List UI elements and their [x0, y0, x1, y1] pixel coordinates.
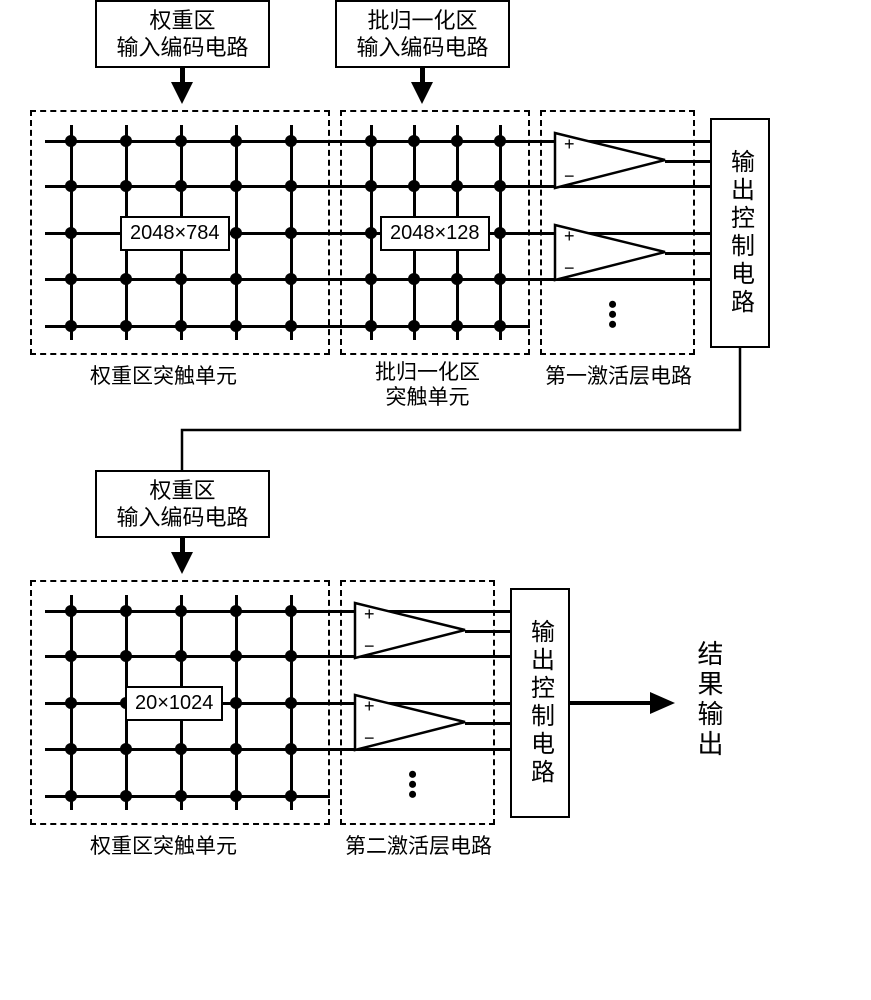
bn-grid-size: 2048×128 — [380, 216, 490, 251]
svg-text:−: − — [364, 636, 375, 656]
amp1-dots: ••• — [608, 300, 617, 330]
activation-2-caption: 第二激活层电路 — [345, 830, 492, 860]
bn-c2: 突触单元 — [386, 385, 470, 409]
output-ctrl-2: 输出控制电路 — [510, 588, 570, 818]
arrow-down-3 — [171, 552, 193, 574]
svg-text:−: − — [564, 258, 575, 278]
bn-grid-caption: 批归一化区 突触单元 — [375, 360, 480, 410]
enc-bn1-l2: 输入编码电路 — [356, 35, 488, 60]
svg-text:−: − — [564, 166, 575, 186]
amp-1b: + − — [550, 220, 680, 290]
output-ctrl-1-text: 输出控制电路 — [723, 149, 758, 317]
enc-w2-l1: 权重区 — [149, 478, 215, 503]
weight-grid-1-size: 2048×784 — [120, 216, 230, 251]
weight-grid-2-size: 20×1024 — [125, 686, 223, 721]
enc-bn1-l1: 批归一化区 — [367, 8, 477, 33]
amp-2b: + − — [350, 690, 480, 760]
bn-c1: 批归一化区 — [375, 360, 480, 384]
amp2-dots: ••• — [408, 770, 417, 800]
svg-text:+: + — [564, 134, 575, 154]
svg-text:+: + — [364, 604, 375, 624]
svg-text:−: − — [364, 728, 375, 748]
output-ctrl-1: 输出控制电路 — [710, 118, 770, 348]
encoder-weight-1: 权重区 输入编码电路 — [95, 0, 270, 68]
amp-1a: + − — [550, 128, 680, 198]
arrow-down-2 — [411, 82, 433, 104]
enc-w2-l2: 输入编码电路 — [116, 505, 248, 530]
svg-text:+: + — [364, 696, 375, 716]
output-ctrl-2-text: 输出控制电路 — [523, 619, 558, 787]
weight-grid-1-caption: 权重区突触单元 — [90, 360, 237, 390]
enc-w1-l2: 输入编码电路 — [116, 35, 248, 60]
encoder-weight-2: 权重区 输入编码电路 — [95, 470, 270, 538]
amp-2a: + − — [350, 598, 480, 668]
svg-text:+: + — [564, 226, 575, 246]
activation-1-caption: 第一激活层电路 — [545, 360, 692, 390]
arrow-down-1 — [171, 82, 193, 104]
encoder-bn-1: 批归一化区 输入编码电路 — [335, 0, 510, 68]
weight-grid-2-caption: 权重区突触单元 — [90, 830, 237, 860]
enc-w1-l1: 权重区 — [149, 8, 215, 33]
result-output: 结果输出 — [690, 640, 727, 760]
